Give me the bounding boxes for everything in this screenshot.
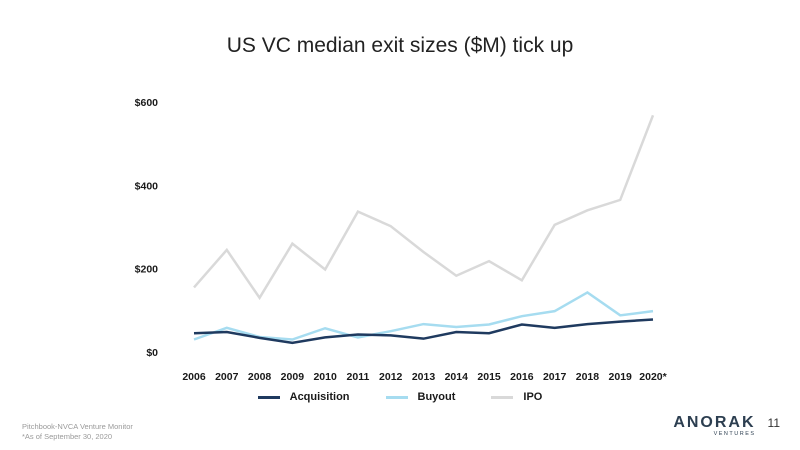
logo-subtitle: VENTURES <box>713 431 756 437</box>
x-tick-label: 2019 <box>609 371 633 383</box>
source-note: Pitchbook-NVCA Venture Monitor <box>22 422 133 431</box>
legend-item-buyout: Buyout <box>385 391 456 403</box>
chart-legend: Acquisition Buyout IPO <box>0 391 800 403</box>
footer-brand: ANORAK VENTURES 11 <box>673 414 780 437</box>
page-title: US VC median exit sizes ($M) tick up <box>226 34 574 57</box>
x-tick-label: 2020* <box>639 371 667 383</box>
series-line-buyout <box>193 290 654 341</box>
x-tick-label: 2011 <box>347 371 370 383</box>
x-tick-label: 2018 <box>576 371 600 383</box>
x-tick-label: 2012 <box>379 371 403 383</box>
date-note: *As of September 30, 2020 <box>22 432 113 441</box>
x-tick-label: 2006 <box>182 371 206 383</box>
logo-wordmark: ANORAK <box>673 414 756 431</box>
y-axis: $0 $200 $400 $600 <box>135 97 159 359</box>
footnote: Pitchbook-NVCA Venture Monitor *As of Se… <box>22 422 133 442</box>
y-tick-label: $400 <box>135 180 159 192</box>
legend-label: Acquisition <box>289 391 350 403</box>
legend-label: Buyout <box>417 391 456 403</box>
legend-label: IPO <box>523 391 543 403</box>
series-lines <box>193 114 655 345</box>
page-number: 11 <box>767 416 780 430</box>
y-tick-label: $0 <box>146 347 158 359</box>
series-line-acquisition <box>193 318 654 345</box>
legend-item-acquisition: Acquisition <box>257 391 350 403</box>
legend-swatch <box>491 395 514 399</box>
x-tick-label: 2013 <box>412 371 436 383</box>
x-tick-label: 2016 <box>510 371 534 383</box>
series-line-ipo <box>193 114 655 301</box>
y-tick-label: $600 <box>135 97 159 109</box>
x-tick-label: 2009 <box>281 371 305 383</box>
x-axis: 2006 2007 2008 2009 2010 2011 2012 2013 2014 2015… <box>182 371 667 383</box>
company-logo: ANORAK VENTURES <box>673 414 755 437</box>
x-tick-label: 2017 <box>543 371 567 383</box>
legend-swatch <box>257 395 280 399</box>
x-tick-label: 2008 <box>248 371 272 383</box>
x-tick-label: 2010 <box>313 371 337 383</box>
legend-swatch <box>385 395 408 399</box>
x-tick-label: 2015 <box>477 371 501 383</box>
y-tick-label: $200 <box>135 264 159 276</box>
x-tick-label: 2014 <box>445 371 469 383</box>
legend-item-ipo: IPO <box>491 391 542 403</box>
x-tick-label: 2007 <box>215 371 239 383</box>
